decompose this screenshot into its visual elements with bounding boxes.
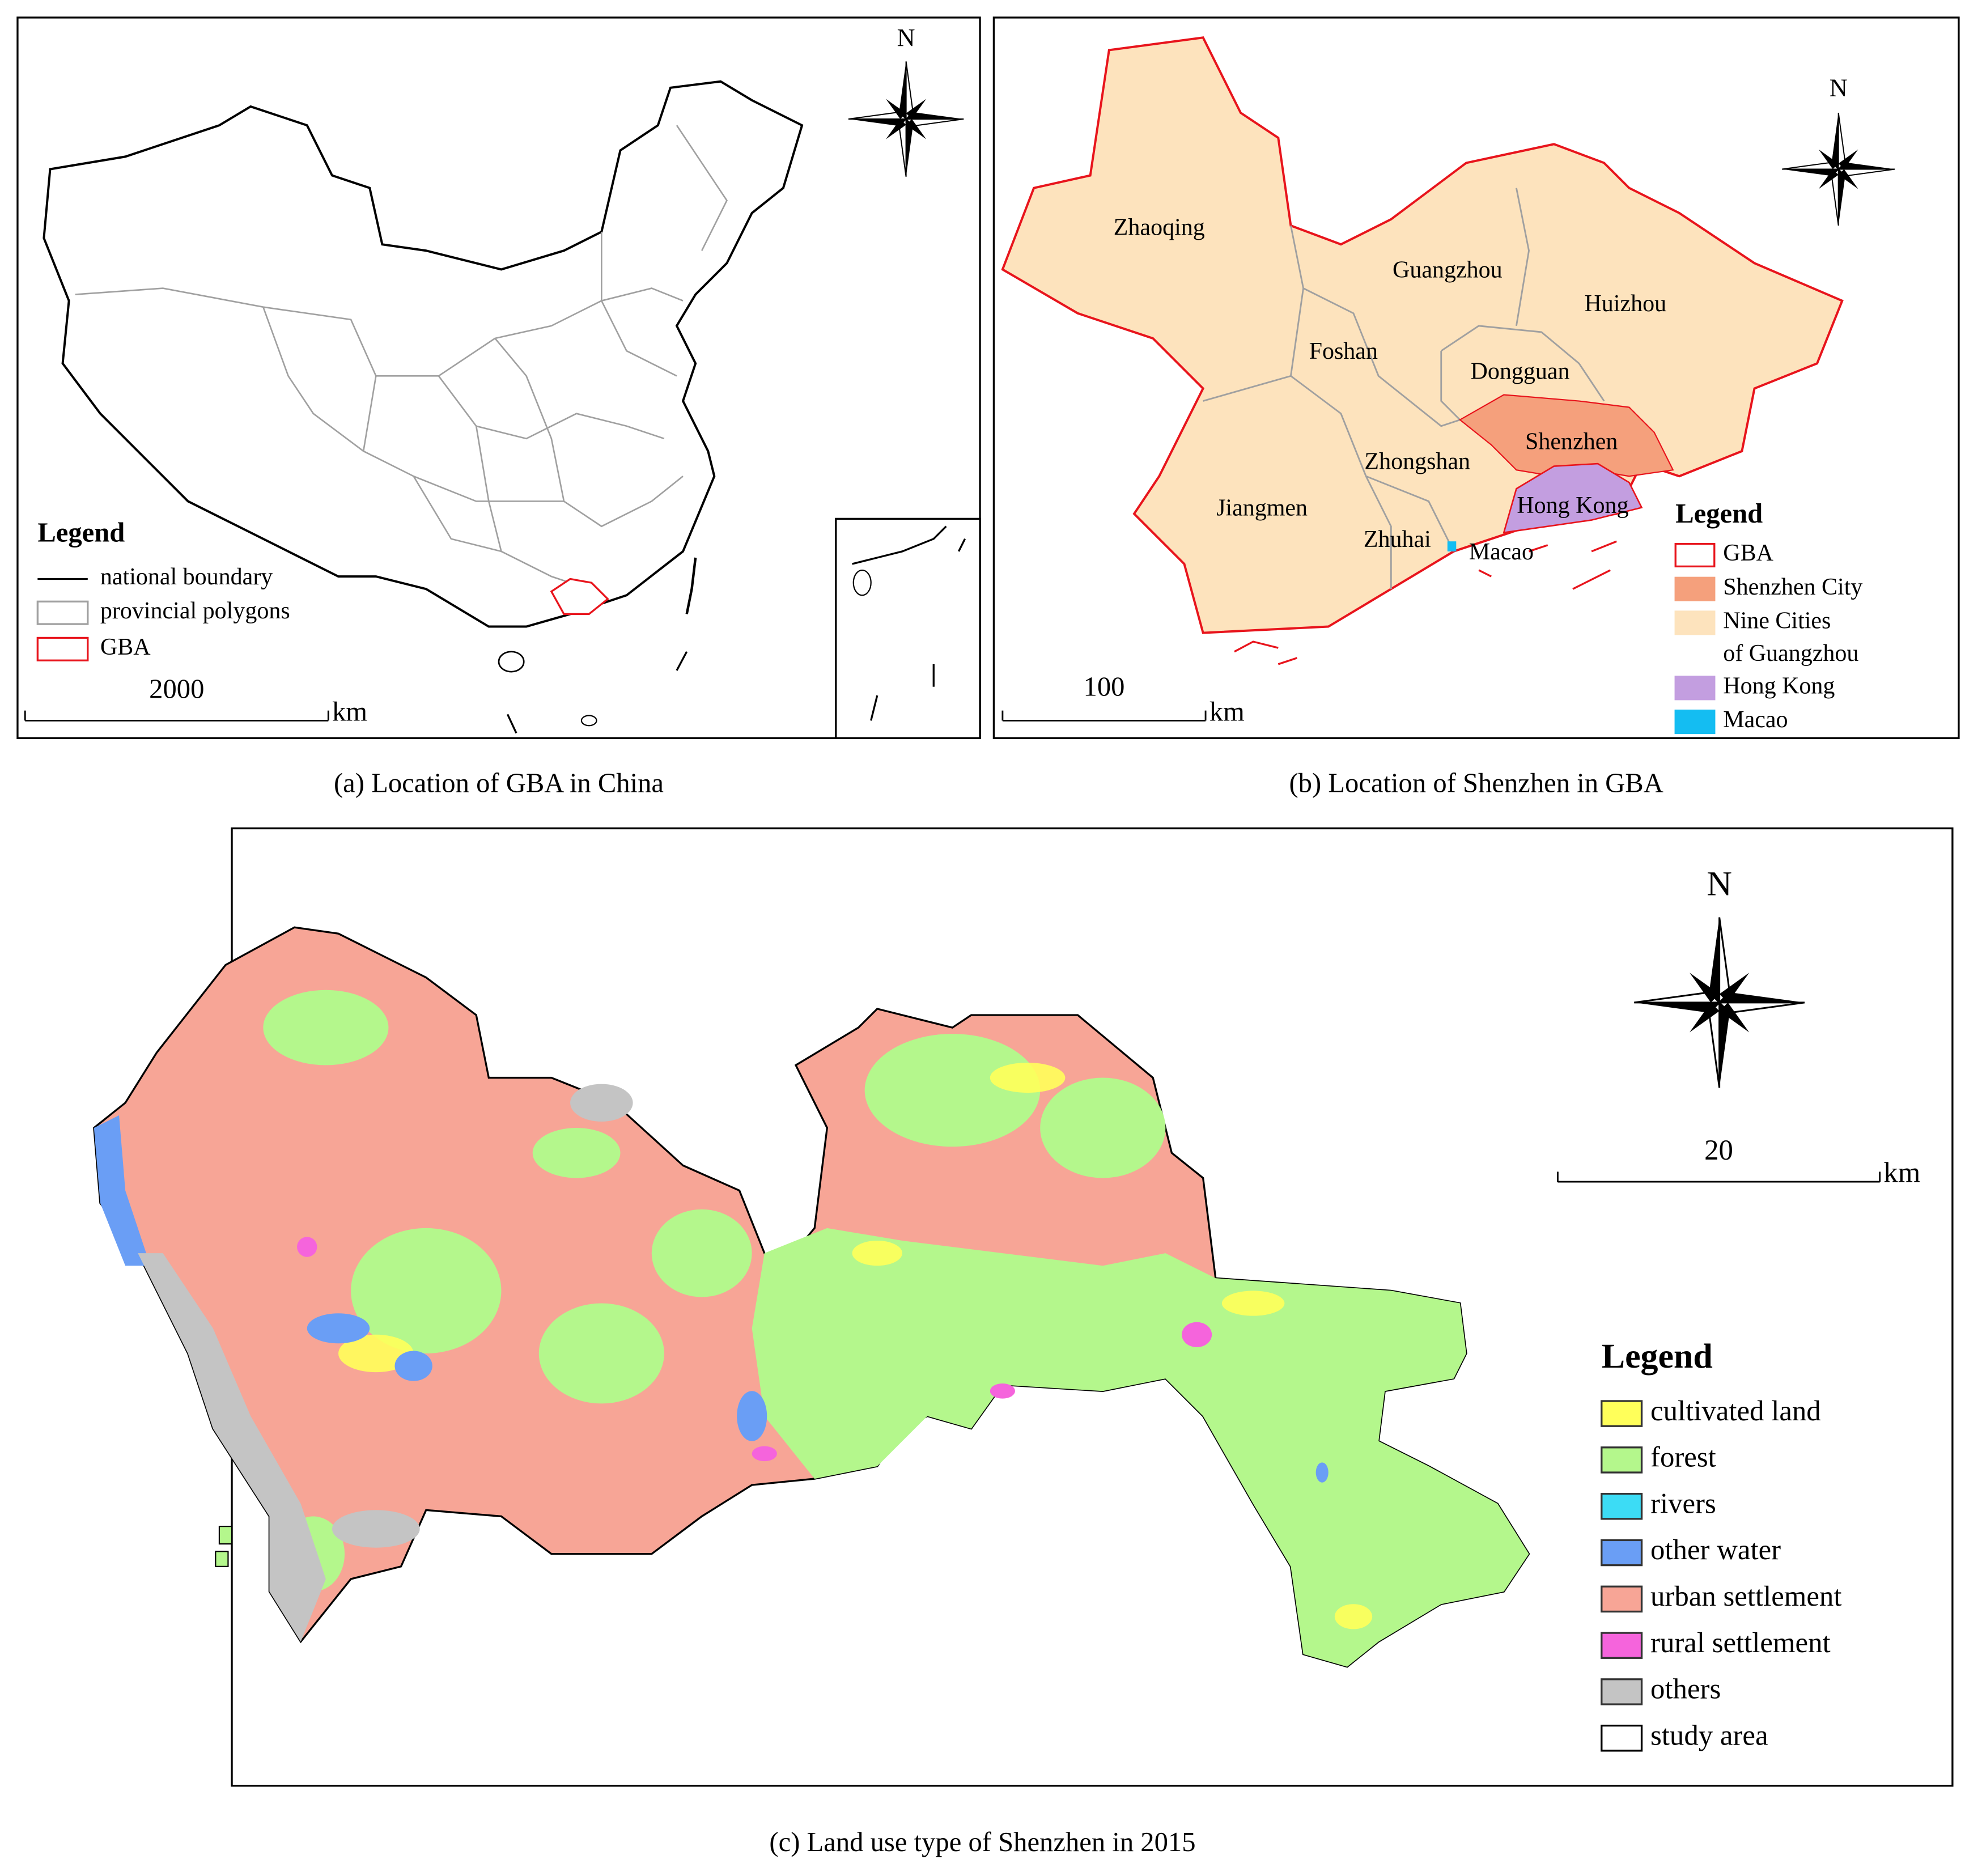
legend-label: study area — [1650, 1719, 1768, 1751]
north-label: N — [1707, 865, 1732, 903]
scale-value: 2000 — [149, 674, 204, 704]
legend-label: urban settlement — [1650, 1580, 1841, 1612]
city-label: Shenzhen — [1525, 428, 1618, 455]
legend-label: others — [1650, 1673, 1721, 1705]
legend-swatch — [1601, 1678, 1643, 1705]
legend-label: provincial polygons — [100, 598, 290, 624]
legend-swatch — [1674, 610, 1716, 635]
legend-swatch — [1601, 1446, 1643, 1474]
caption: (b) Location of Shenzhen in GBA — [1289, 768, 1663, 799]
shenzhen-landuse-map — [93, 926, 1530, 1668]
scale-unit: km — [1209, 696, 1245, 727]
legend-swatch — [1601, 1400, 1643, 1427]
legend-label: Nine Cities — [1723, 608, 1831, 634]
legend-swatch — [1601, 1539, 1643, 1567]
city-label: Zhuhai — [1364, 527, 1431, 553]
legend-label: of Guangzhou — [1723, 640, 1858, 667]
legend-swatch — [1674, 676, 1716, 701]
scale-value: 100 — [1084, 671, 1125, 702]
caption: (a) Location of GBA in China — [334, 768, 664, 799]
city-label: Zhongshan — [1364, 449, 1470, 475]
scale-unit: km — [1883, 1157, 1920, 1189]
legend-swatch — [36, 600, 89, 625]
legend-label: forest — [1650, 1441, 1716, 1473]
city-label: Huizhou — [1584, 291, 1666, 317]
china-map — [43, 80, 981, 739]
legend-label: other water — [1650, 1534, 1781, 1565]
legend-swatch — [1601, 1632, 1643, 1659]
city-label: Guangzhou — [1393, 257, 1503, 283]
legend-title: Legend — [37, 517, 125, 547]
city-label: Foshan — [1309, 338, 1378, 364]
legend-swatch — [1674, 542, 1716, 568]
city-label: Macao — [1469, 539, 1534, 565]
legend-title: Legend — [1675, 498, 1763, 529]
scale-unit: km — [332, 696, 367, 727]
legend-swatch — [1674, 576, 1716, 601]
legend-swatch — [1674, 710, 1716, 735]
legend-swatch — [1601, 1585, 1643, 1613]
legend-label: rural settlement — [1650, 1627, 1831, 1658]
city-label: Zhaoqing — [1114, 214, 1205, 240]
legend-label: Hong Kong — [1723, 673, 1835, 699]
legend-swatch — [1601, 1725, 1643, 1752]
north-label: N — [1830, 74, 1848, 101]
legend-title: Legend — [1602, 1337, 1713, 1376]
gba-map — [1001, 36, 1844, 665]
legend-label: national boundary — [100, 564, 273, 590]
city-label: Dongguan — [1471, 359, 1570, 385]
legend-label: rivers — [1650, 1487, 1716, 1519]
north-label: N — [897, 24, 915, 52]
legend-label: cultivated land — [1650, 1395, 1821, 1427]
legend-swatch — [36, 636, 89, 661]
legend-swatch — [1601, 1492, 1643, 1520]
legend-label: Macao — [1723, 707, 1788, 733]
scale-value: 20 — [1704, 1134, 1733, 1166]
legend-label: GBA — [1723, 540, 1773, 566]
legend-label: Shenzhen City — [1723, 574, 1862, 600]
city-label: Jiangmen — [1216, 495, 1308, 521]
caption: (c) Land use type of Shenzhen in 2015 — [769, 1827, 1195, 1857]
city-label: Hong Kong — [1517, 493, 1628, 519]
legend-label: GBA — [100, 634, 151, 660]
